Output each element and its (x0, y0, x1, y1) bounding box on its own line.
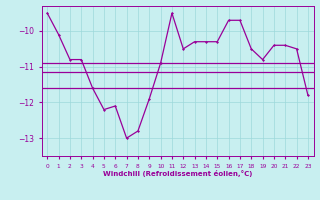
X-axis label: Windchill (Refroidissement éolien,°C): Windchill (Refroidissement éolien,°C) (103, 170, 252, 177)
